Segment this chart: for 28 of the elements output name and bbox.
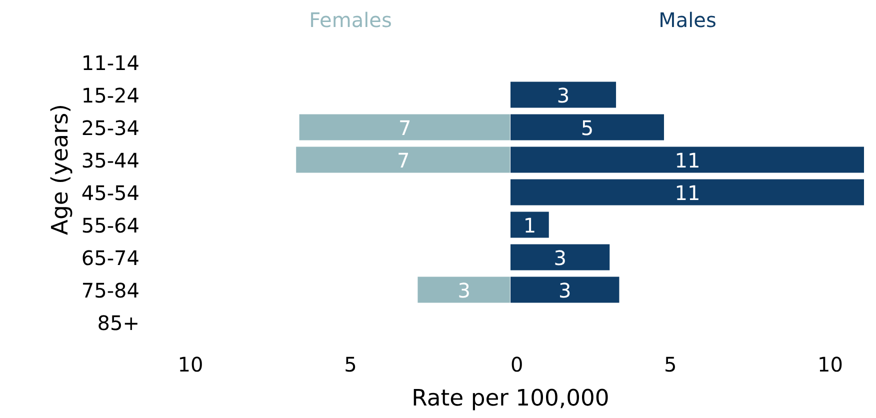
x-axis-title: Rate per 100,000	[412, 386, 610, 412]
data-label: 1	[523, 213, 536, 238]
data-label: 11	[674, 148, 700, 172]
y-axis-title: Age (years)	[47, 104, 74, 236]
y-tick-label: 65-74	[81, 246, 140, 270]
chart-title: Females	[309, 8, 392, 32]
data-label: 7	[398, 116, 412, 140]
data-label: 5	[580, 116, 594, 140]
chart-title: Males	[658, 8, 716, 32]
x-tick-label: 10	[178, 352, 204, 376]
data-label: 3	[556, 83, 570, 108]
y-tick-label: 85+	[97, 310, 140, 335]
x-tick-label: 10	[818, 352, 844, 376]
y-tick-label: 75-84	[81, 278, 140, 302]
data-label: 3	[554, 246, 566, 270]
data-label: 3	[458, 278, 470, 302]
y-tick-label: 15-24	[81, 83, 140, 108]
y-tick-label: 11-14	[81, 50, 140, 75]
x-tick-label: 0	[510, 352, 524, 376]
y-tick-label: 55-64	[81, 213, 140, 238]
data-label: 7	[396, 148, 410, 172]
data-label: 3	[558, 278, 572, 302]
x-tick-label: 5	[344, 352, 357, 376]
y-tick-label: 35-44	[81, 148, 140, 172]
y-tick-label: 45-54	[81, 180, 140, 205]
x-tick-label: 5	[664, 352, 677, 376]
y-tick-label: 25-34	[81, 116, 140, 140]
data-label: 11	[674, 180, 700, 205]
